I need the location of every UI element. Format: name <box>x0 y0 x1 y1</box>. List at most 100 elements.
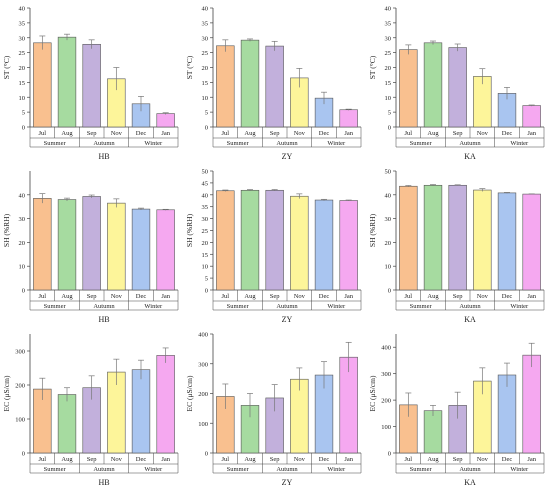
y-axis-title: ST (°C) <box>2 55 11 79</box>
y-tick-label: 25 <box>202 50 209 57</box>
bar-Nov <box>473 189 492 291</box>
y-tick-label: 20 <box>19 65 26 72</box>
y-tick-label: 15 <box>19 80 26 87</box>
bar-Sep <box>82 43 101 128</box>
bar-Sep <box>265 45 284 128</box>
y-tick-label: 35 <box>202 204 209 211</box>
x-tick-label: Jul <box>39 293 47 300</box>
y-tick-label: 40 <box>385 6 392 13</box>
bar-Dec <box>131 369 151 454</box>
x-tick-label: Jul <box>222 456 230 463</box>
y-tick-label: 0 <box>388 288 391 295</box>
y-tick-label: 0 <box>22 451 25 458</box>
season-label: Summer <box>410 140 433 147</box>
y-tick-label: 35 <box>385 20 392 27</box>
y-tick-label: 100 <box>198 421 208 428</box>
y-tick-label: 15 <box>385 80 392 87</box>
x-tick-label: Aug <box>427 130 439 137</box>
x-tick-label: Aug <box>244 293 256 300</box>
y-tick-label: 20 <box>385 65 392 72</box>
x-tick-label: Nov <box>294 456 306 463</box>
season-label: Summer <box>44 303 67 310</box>
bar-Aug <box>423 410 443 454</box>
y-tick-label: 200 <box>15 383 25 390</box>
y-axis-title: EC (μS/cm) <box>368 375 377 411</box>
bar-Aug <box>57 36 77 128</box>
panel-EC-ZY: 0 100 200 300 400 EC (μS/cm) Jul Aug Sep Nov Dec Ja… <box>185 332 362 487</box>
y-tick-label: 300 <box>15 349 25 356</box>
bar-Jul <box>33 198 52 291</box>
y-axis-title: EC (μS/cm) <box>2 375 11 411</box>
y-tick-label: 50 <box>385 169 392 176</box>
season-label: Autumn <box>459 140 481 147</box>
x-tick-label: Sep <box>453 456 463 463</box>
bar-Jul <box>399 185 418 291</box>
x-tick-label: Aug <box>427 293 439 300</box>
bar-Jan <box>339 109 358 128</box>
season-label: Summer <box>227 303 250 310</box>
x-tick-label: Dec <box>136 130 147 137</box>
bar-Jan <box>522 193 541 291</box>
y-tick-label: 400 <box>381 345 391 352</box>
season-label: Winter <box>510 303 529 310</box>
panel-SH-KA: 0 10 20 30 40 50 SH (%RH) Jul Aug Sep Nov Dec Jan Sum… <box>368 169 545 324</box>
x-tick-label: Nov <box>111 130 123 137</box>
x-tick-label: Sep <box>270 456 280 463</box>
y-axis-title: ST (°C) <box>185 55 194 79</box>
season-label: Winter <box>327 140 346 147</box>
x-tick-label: Jan <box>527 130 536 137</box>
y-tick-label: 10 <box>19 95 26 102</box>
y-tick-label: 200 <box>198 391 208 398</box>
y-tick-label: 20 <box>202 65 209 72</box>
y-tick-label: 5 <box>22 110 25 117</box>
x-tick-label: Sep <box>453 293 463 300</box>
y-tick-label: 0 <box>205 125 208 132</box>
y-tick-label: 0 <box>205 288 208 295</box>
y-tick-label: 0 <box>22 288 25 295</box>
y-tick-label: 40 <box>19 192 26 199</box>
site-label: HB <box>98 152 109 161</box>
y-tick-label: 10 <box>202 95 209 102</box>
x-tick-label: Dec <box>319 293 330 300</box>
y-tick-label: 25 <box>385 50 392 57</box>
y-tick-label: 15 <box>202 252 209 259</box>
x-tick-label: Sep <box>270 130 280 137</box>
bar-Nov <box>107 202 126 291</box>
x-tick-label: Jul <box>39 456 47 463</box>
x-tick-label: Nov <box>477 293 489 300</box>
x-tick-label: Jan <box>344 130 353 137</box>
y-axis-title: SH (%RH) <box>2 213 11 247</box>
y-tick-label: 40 <box>19 6 26 13</box>
x-tick-label: Dec <box>502 456 513 463</box>
x-tick-label: Nov <box>477 456 489 463</box>
season-label: Autumn <box>93 466 115 473</box>
bar-Sep <box>265 189 284 291</box>
bar-Sep <box>448 184 467 291</box>
season-label: Autumn <box>459 303 481 310</box>
y-tick-label: 300 <box>198 361 208 368</box>
site-label: HB <box>98 315 109 324</box>
bar-Aug <box>57 394 77 454</box>
y-tick-label: 30 <box>19 216 26 223</box>
season-label: Autumn <box>276 303 298 310</box>
bar-Nov <box>290 195 309 291</box>
season-label: Winter <box>144 140 163 147</box>
bar-Dec <box>131 208 151 291</box>
y-tick-label: 45 <box>202 180 209 187</box>
bar-Jan <box>156 209 175 291</box>
y-tick-label: 400 <box>198 332 208 339</box>
y-axis-title: EC (μS/cm) <box>185 375 194 411</box>
x-tick-label: Jan <box>161 130 170 137</box>
y-tick-label: 0 <box>205 451 208 458</box>
site-label: KA <box>464 478 476 487</box>
season-label: Autumn <box>276 466 298 473</box>
x-tick-label: Jan <box>527 456 536 463</box>
bar-Aug <box>423 42 443 128</box>
x-tick-label: Nov <box>111 293 123 300</box>
x-tick-label: Dec <box>502 130 513 137</box>
x-tick-label: Nov <box>294 130 306 137</box>
x-tick-label: Dec <box>502 293 513 300</box>
x-tick-label: Sep <box>87 456 97 463</box>
bar-Jul <box>33 42 52 128</box>
